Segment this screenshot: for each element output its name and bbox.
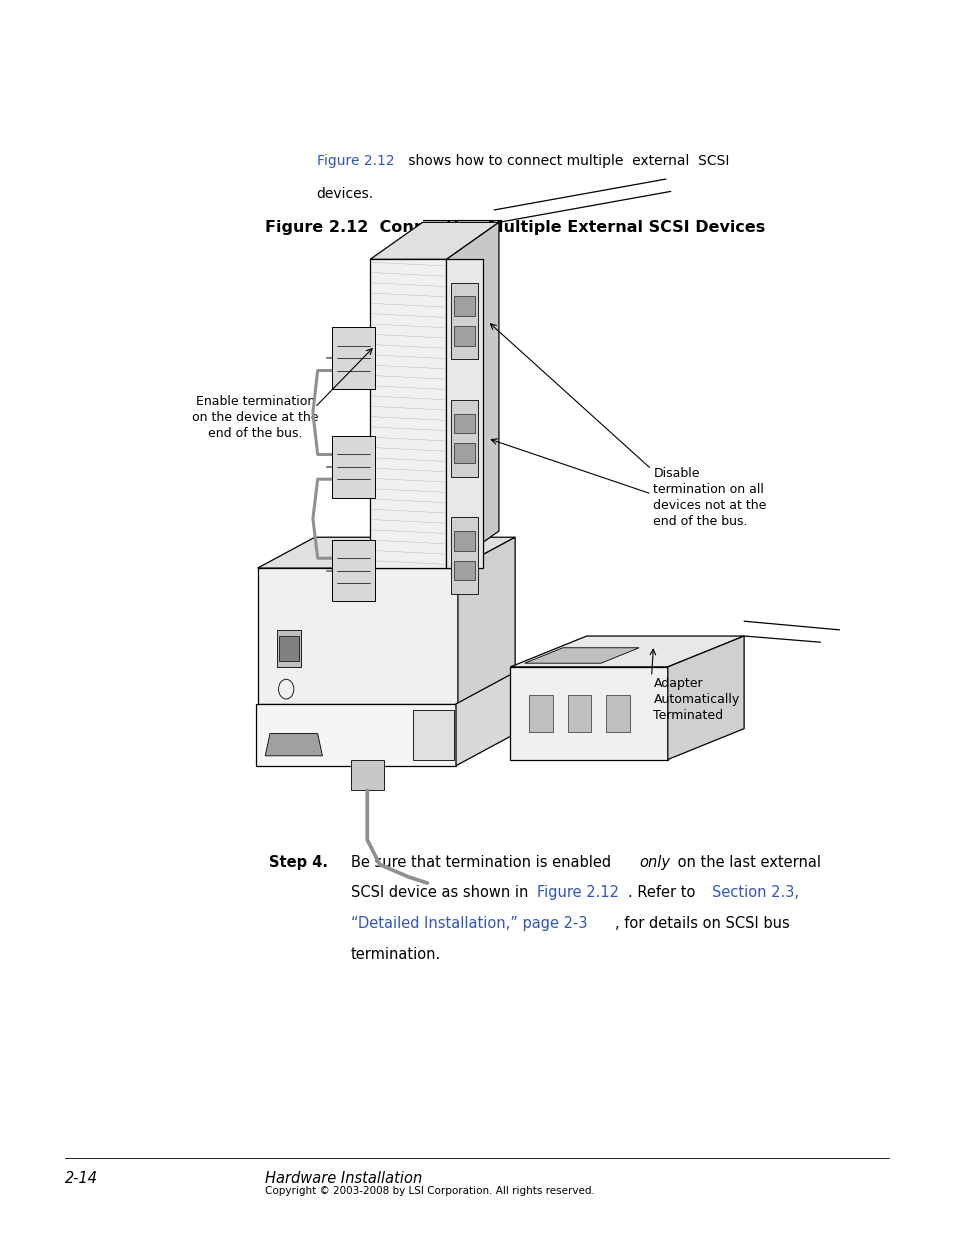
Text: Enable termination
on the device at the
end of the bus.: Enable termination on the device at the … <box>193 395 318 440</box>
Text: on the last external: on the last external <box>672 855 820 869</box>
Text: Figure 2.12: Figure 2.12 <box>316 154 394 168</box>
Polygon shape <box>529 694 553 731</box>
Polygon shape <box>567 694 591 731</box>
Polygon shape <box>413 710 454 760</box>
Text: devices.: devices. <box>316 186 374 200</box>
Text: SCSI device as shown in: SCSI device as shown in <box>351 885 533 900</box>
Text: Step 4.: Step 4. <box>269 855 328 869</box>
Polygon shape <box>278 636 298 661</box>
Polygon shape <box>451 400 477 477</box>
Polygon shape <box>370 222 498 259</box>
Polygon shape <box>451 283 477 359</box>
Polygon shape <box>332 436 375 498</box>
Polygon shape <box>332 540 375 601</box>
Text: Hardware Installation: Hardware Installation <box>265 1171 422 1186</box>
Polygon shape <box>255 704 456 766</box>
Polygon shape <box>454 443 475 463</box>
Polygon shape <box>524 647 639 663</box>
Polygon shape <box>351 760 384 790</box>
Polygon shape <box>257 537 515 568</box>
Polygon shape <box>454 414 475 433</box>
Polygon shape <box>276 630 300 667</box>
Polygon shape <box>332 327 375 389</box>
Polygon shape <box>454 296 475 316</box>
Text: Adapter
Automatically
Terminated: Adapter Automatically Terminated <box>653 677 739 721</box>
Text: Disable
termination on all
devices not at the
end of the bus.: Disable termination on all devices not a… <box>653 467 766 527</box>
Text: “Detailed Installation,” page 2-3: “Detailed Installation,” page 2-3 <box>351 916 587 931</box>
Polygon shape <box>454 326 475 346</box>
Text: Copyright © 2003-2008 by LSI Corporation. All rights reserved.: Copyright © 2003-2008 by LSI Corporation… <box>265 1186 595 1195</box>
Text: , for details on SCSI bus: , for details on SCSI bus <box>615 916 789 931</box>
Polygon shape <box>456 673 513 766</box>
Text: Section 2.3,: Section 2.3, <box>711 885 798 900</box>
Text: . Refer to: . Refer to <box>627 885 699 900</box>
Text: shows how to connect multiple  external  SCSI: shows how to connect multiple external S… <box>404 154 729 168</box>
Text: termination.: termination. <box>351 947 441 962</box>
Polygon shape <box>451 517 477 594</box>
Polygon shape <box>667 636 743 760</box>
Text: 2-14: 2-14 <box>65 1171 98 1186</box>
Polygon shape <box>446 222 498 568</box>
Polygon shape <box>454 561 475 580</box>
Text: Figure 2.12  Connecting Multiple External SCSI Devices: Figure 2.12 Connecting Multiple External… <box>265 220 764 235</box>
Polygon shape <box>370 259 446 568</box>
Polygon shape <box>510 636 743 667</box>
Polygon shape <box>457 537 515 704</box>
Polygon shape <box>454 531 475 551</box>
Text: only: only <box>639 855 669 869</box>
Polygon shape <box>605 694 629 731</box>
Polygon shape <box>265 734 322 756</box>
Polygon shape <box>446 259 482 568</box>
Polygon shape <box>257 568 457 704</box>
Text: Be sure that termination is enabled: Be sure that termination is enabled <box>351 855 616 869</box>
Text: Figure 2.12: Figure 2.12 <box>537 885 618 900</box>
Polygon shape <box>510 667 667 760</box>
